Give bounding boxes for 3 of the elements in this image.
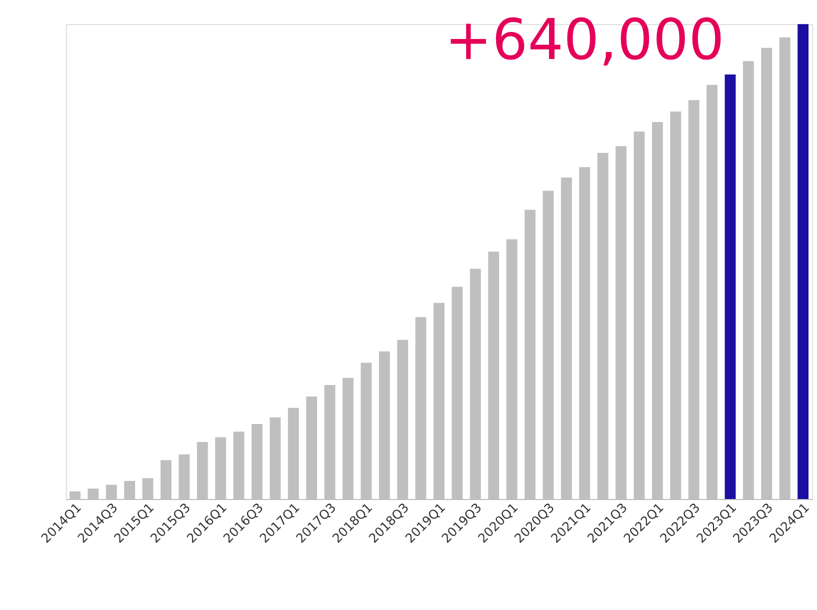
- annotation: +640,000: [444, 8, 724, 73]
- bar: [724, 74, 736, 500]
- bar: [798, 24, 809, 500]
